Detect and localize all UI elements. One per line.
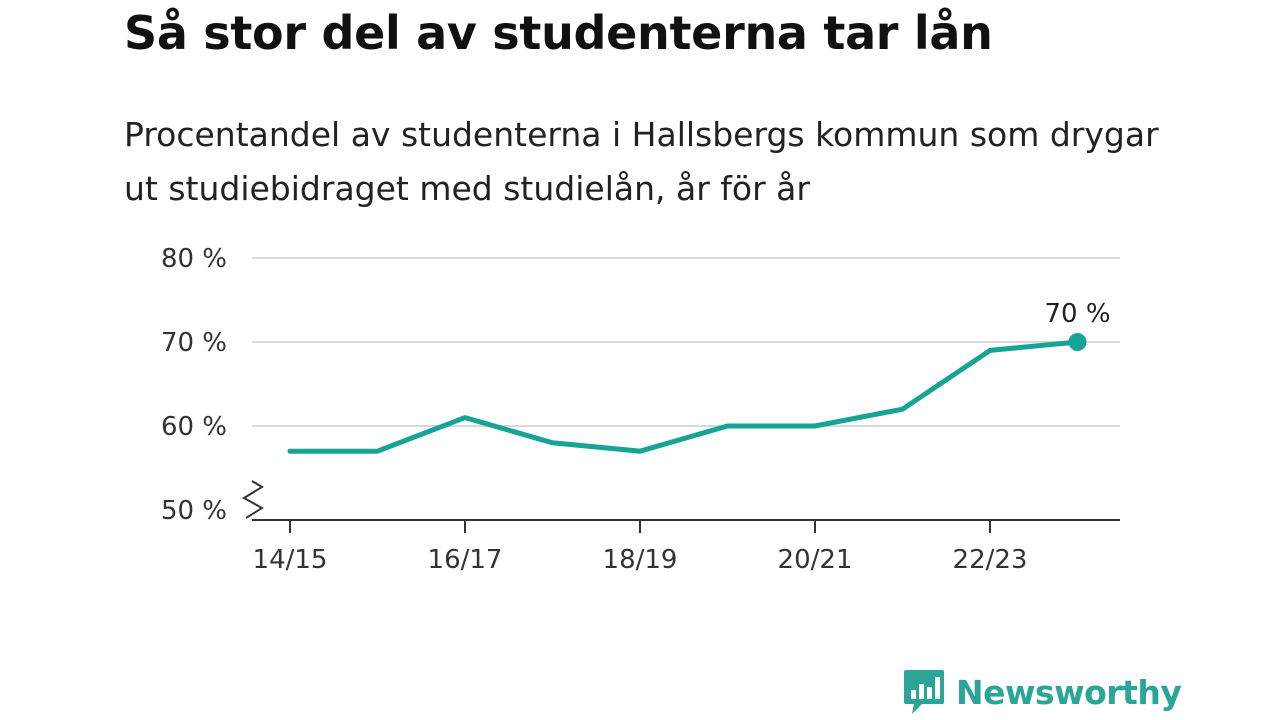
end-value-label: 70 %: [1044, 299, 1110, 329]
brand-logo: Newsworthy: [902, 668, 1182, 716]
brand-name: Newsworthy: [956, 672, 1182, 712]
chart-title: Så stor del av studenterna tar lån: [124, 6, 993, 60]
axis-break-icon: [242, 480, 264, 519]
y-axis-ticks: 50 % 60 % 70 % 80 %: [161, 244, 227, 526]
y-tick-label: 70 %: [161, 328, 227, 358]
x-tick-label: 16/17: [428, 545, 503, 575]
x-tick-label: 14/15: [253, 545, 328, 575]
series-line: [287, 339, 1080, 454]
x-tick-label: 20/21: [778, 545, 853, 575]
bar-chart-speech-bubble-icon: [904, 670, 944, 714]
x-tick-label: 22/23: [953, 545, 1028, 575]
gridlines: [252, 257, 1120, 427]
y-tick-label: 80 %: [161, 244, 227, 274]
x-tick-label: 18/19: [603, 545, 678, 575]
end-point-marker: [1068, 333, 1087, 351]
y-tick-label: 50 %: [161, 496, 227, 526]
x-axis-ticks: 14/15 16/17 18/19 20/21 22/23: [253, 520, 1028, 575]
chart-subtitle: Procentandel av studenterna i Hallsbergs…: [124, 115, 1159, 208]
y-tick-label: 60 %: [161, 412, 227, 442]
